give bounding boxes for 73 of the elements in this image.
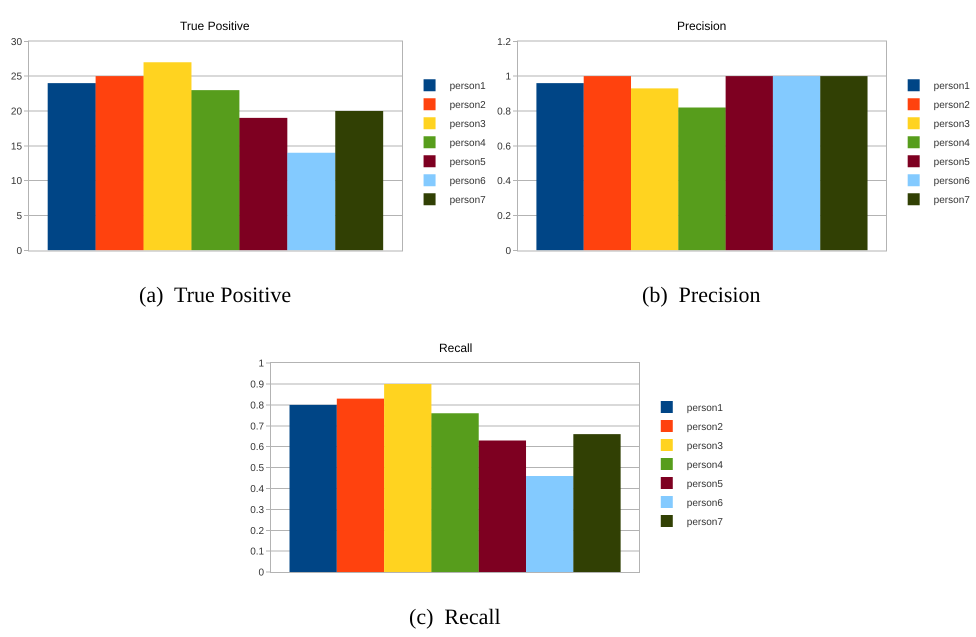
text: (b) Precision	[642, 282, 761, 307]
chart-title: Precision	[677, 19, 726, 33]
y-tick-label: 0	[505, 246, 512, 257]
legend-label: person4	[934, 138, 970, 150]
y-tick-label: 30	[10, 36, 22, 48]
legend-label: person6	[686, 498, 724, 509]
bar	[678, 107, 726, 250]
y-tick-label: 1	[505, 72, 512, 83]
y-tick-label: 5	[16, 210, 22, 222]
legend-label: person3	[934, 119, 970, 130]
y-tick-label: 25	[10, 72, 22, 83]
bar	[478, 440, 526, 572]
y-tick-label: 0.5	[250, 463, 265, 474]
legend-label: person7	[686, 516, 724, 528]
legend-label: person1	[450, 81, 486, 92]
y-tick-label: 15	[10, 141, 22, 152]
text: (a) True Positive	[139, 282, 292, 307]
bar	[48, 83, 96, 250]
y-tick-label: 20	[10, 106, 22, 118]
y-tick-label: 0	[258, 568, 265, 579]
y-tick-label: 0.8	[250, 400, 265, 412]
legend-label: person2	[686, 422, 724, 433]
bar	[526, 476, 574, 572]
bar	[335, 110, 384, 250]
y-tick-label: 0.9	[250, 380, 265, 391]
legend-label: person5	[450, 157, 486, 168]
legend-label: person1	[934, 81, 970, 92]
y-tick-label: 0.4	[250, 484, 265, 496]
legend-label: person2	[450, 100, 486, 112]
bar	[772, 76, 820, 250]
bar	[820, 76, 868, 250]
legend-label: person6	[450, 176, 486, 188]
legend-label: person2	[934, 100, 970, 112]
legend-label: person3	[686, 440, 724, 452]
legend-label: person7	[934, 195, 970, 206]
bar	[336, 398, 384, 572]
legend-label: person7	[450, 195, 486, 206]
y-tick-label: 0.1	[250, 546, 265, 558]
y-tick-label: 0	[16, 246, 22, 257]
y-tick-label: 0.4	[497, 176, 512, 188]
text: (c) Recall	[409, 604, 501, 629]
bar	[290, 404, 337, 572]
y-tick-label: 0.6	[497, 141, 512, 152]
bar	[384, 384, 432, 572]
y-tick-label: 0.8	[497, 106, 512, 118]
y-tick-label: 10	[10, 176, 22, 188]
legend-label: person1	[686, 402, 724, 414]
bar	[573, 434, 621, 572]
y-tick-label: 1.2	[497, 36, 512, 48]
bar	[287, 152, 336, 250]
bar	[96, 76, 144, 250]
legend-label: person6	[934, 176, 970, 188]
bar	[536, 83, 584, 250]
chart-title: Recall	[439, 341, 472, 355]
y-tick-label: 0.6	[250, 442, 265, 454]
y-tick-label: 0.3	[250, 504, 265, 516]
y-tick-label: 0.2	[497, 210, 512, 222]
y-tick-label: 1	[258, 358, 265, 370]
bar	[726, 76, 773, 250]
bar	[239, 118, 288, 250]
legend-label: person5	[934, 157, 970, 168]
y-tick-label: 0.2	[250, 526, 265, 537]
legend-label: person3	[450, 119, 486, 130]
legend-label: person5	[686, 478, 724, 490]
bar	[144, 62, 192, 250]
legend-label: person4	[686, 460, 724, 471]
y-tick-label: 0.7	[250, 421, 265, 432]
chart-title: True Positive	[180, 19, 250, 33]
bar	[584, 76, 632, 250]
legend-label: person4	[450, 138, 486, 150]
bar	[631, 88, 678, 250]
bar	[431, 413, 479, 572]
bar	[191, 90, 240, 250]
